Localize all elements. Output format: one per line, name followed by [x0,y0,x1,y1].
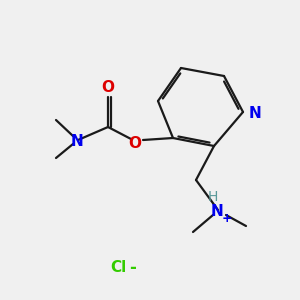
Text: O: O [101,80,115,95]
Text: O: O [128,136,142,151]
Text: -: - [130,259,136,277]
Text: Cl: Cl [110,260,126,275]
Text: N: N [211,205,224,220]
Text: N: N [70,134,83,149]
Text: +: + [222,212,232,226]
Text: N: N [249,106,262,121]
Text: H: H [208,190,218,204]
